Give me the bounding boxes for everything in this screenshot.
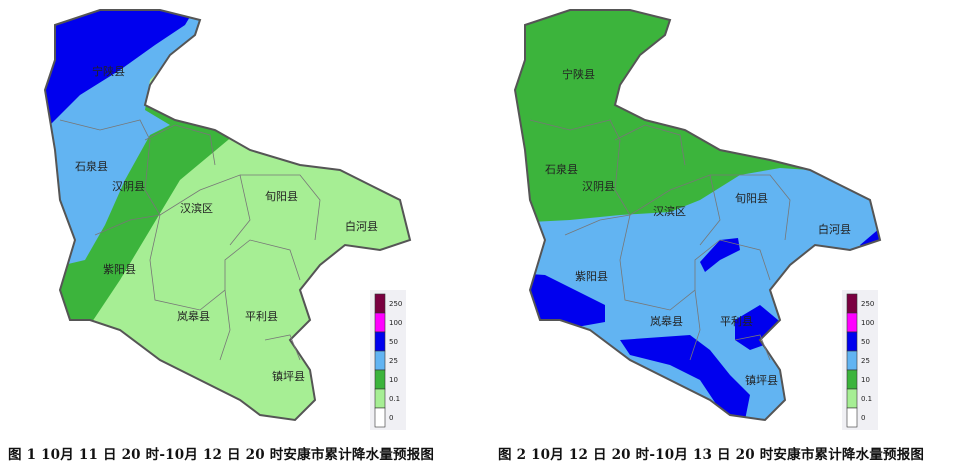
legend-swatch-10 [846, 369, 858, 390]
county-label: 白河县 [818, 222, 851, 236]
legend-swatch-0 [374, 407, 386, 428]
county-label: 宁陕县 [92, 64, 125, 78]
legend: 250 100 50 25 10 0.1 0 [370, 290, 406, 430]
legend-swatch-10 [374, 369, 386, 390]
county-label: 旬阳县 [735, 192, 768, 205]
legend-label: 100 [861, 319, 874, 327]
map-1: 宁陕县 石泉县 汉阴县 汉滨区 旬阳县 白河县 紫阳县 岚皋县 平利县 镇坪县 … [44, 9, 411, 430]
county-label: 紫阳县 [575, 270, 608, 283]
legend-swatch-25 [846, 350, 858, 371]
county-label: 汉阴县 [582, 180, 615, 193]
county-label: 平利县 [720, 315, 753, 328]
legend-swatch-25 [374, 350, 386, 371]
map-1-caption: 图 1 10月 11 日 20 时-10月 12 日 20 时安康市累计降水量预… [8, 447, 435, 463]
county-label: 宁陕县 [562, 67, 595, 81]
county-label: 紫阳县 [103, 263, 136, 276]
legend-label: 50 [861, 338, 870, 346]
legend-swatch-0.1 [374, 388, 386, 409]
legend-swatch-250 [374, 293, 386, 314]
legend-label: 100 [389, 319, 402, 327]
legend-label: 250 [389, 300, 402, 308]
legend-label: 25 [861, 357, 870, 365]
legend-label: 10 [389, 376, 398, 384]
legend: 250 100 50 25 10 0.1 0 [842, 290, 878, 430]
county-label: 汉滨区 [180, 201, 213, 215]
county-label: 旬阳县 [265, 190, 298, 203]
rain-50-100-area [700, 238, 740, 272]
county-label: 汉滨区 [653, 204, 686, 218]
legend-label: 50 [389, 338, 398, 346]
county-label: 汉阴县 [112, 180, 145, 193]
county-label: 石泉县 [545, 162, 578, 176]
county-borders [59, 119, 321, 361]
legend-label: 0.1 [389, 395, 400, 403]
map-2: 宁陕县 石泉县 汉阴县 汉滨区 旬阳县 白河县 紫阳县 岚皋县 平利县 镇坪县 … [513, 9, 882, 430]
map-2-caption: 图 2 10月 12 日 20 时-10月 13 日 20 时安康市累计降水量预… [498, 447, 925, 463]
legend-swatch-0 [846, 407, 858, 428]
county-label: 岚皋县 [177, 309, 210, 323]
county-label: 镇坪县 [745, 373, 778, 387]
legend-label: 0 [389, 414, 393, 422]
legend-swatch-100 [374, 312, 386, 333]
legend-swatch-100 [846, 312, 858, 333]
legend-swatch-0.1 [846, 388, 858, 409]
county-label: 岚皋县 [650, 314, 683, 328]
legend-label: 25 [389, 357, 398, 365]
rain-50-100-area [515, 270, 605, 330]
legend-label: 0 [861, 414, 865, 422]
county-label: 白河县 [345, 219, 378, 233]
county-label: 镇坪县 [272, 369, 305, 383]
county-labels: 宁陕县 石泉县 汉阴县 汉滨区 旬阳县 白河县 紫阳县 岚皋县 平利县 镇坪县 [545, 67, 851, 387]
rain-50-100-area [620, 335, 750, 420]
legend-swatch-50 [374, 331, 386, 352]
legend-label: 250 [861, 300, 874, 308]
legend-label: 0.1 [861, 395, 872, 403]
county-labels: 宁陕县 石泉县 汉阴县 汉滨区 旬阳县 白河县 紫阳县 岚皋县 平利县 镇坪县 [75, 64, 378, 383]
legend-swatch-250 [846, 293, 858, 314]
county-label: 石泉县 [75, 159, 108, 173]
county-borders [529, 119, 791, 361]
legend-swatch-50 [846, 331, 858, 352]
county-label: 平利县 [245, 310, 278, 323]
legend-label: 10 [861, 376, 870, 384]
